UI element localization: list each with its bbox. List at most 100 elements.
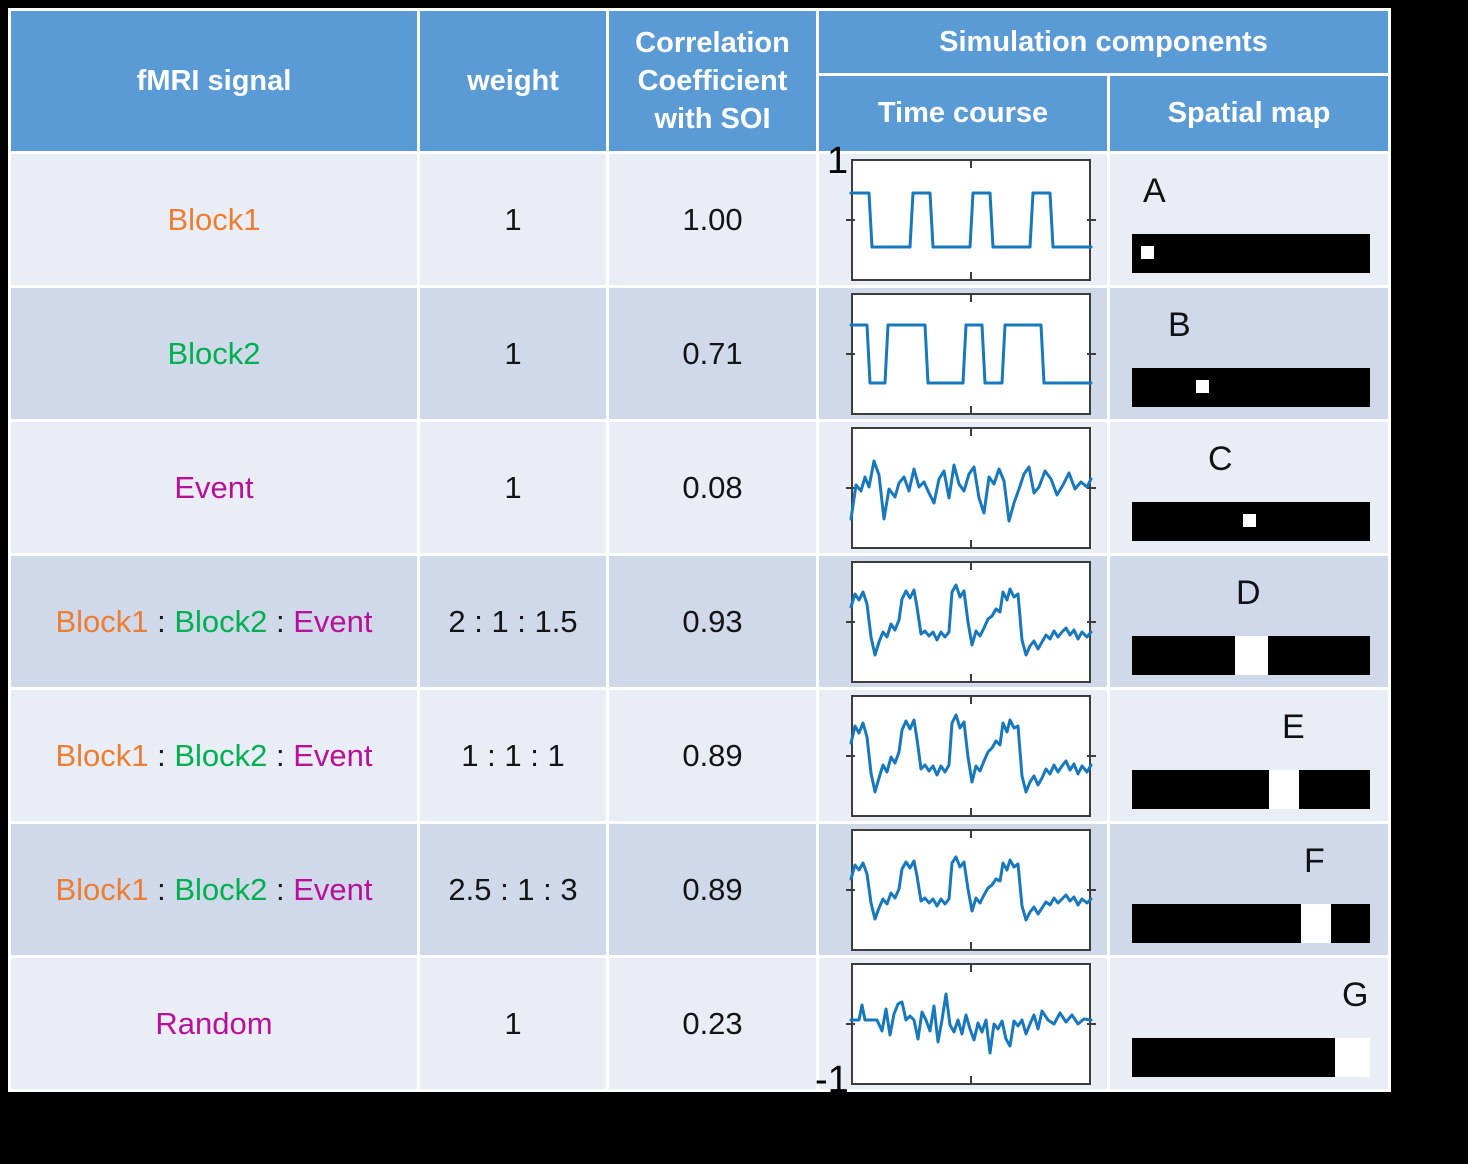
spatialmap-cell: G (1110, 958, 1388, 1089)
signal-label: Block1 (167, 202, 260, 238)
signal-part: Block2 (167, 335, 261, 371)
correlation-cell: 1.00 (609, 154, 816, 285)
timecourse-plot (846, 426, 1096, 549)
spatial-map-white-region (1335, 1038, 1370, 1077)
spatial-map-white-voxel (1141, 246, 1154, 259)
weight-cell: 1 : 1 : 1 (420, 690, 606, 821)
signal-label: Block1 : Block2 : Event (55, 604, 372, 640)
signal-part: Block1 (55, 737, 149, 773)
correlation-cell: 0.93 (609, 556, 816, 687)
spatialmap-cell: B (1110, 288, 1388, 419)
signal-separator: : (267, 737, 294, 773)
spatial-map-letter: C (1208, 440, 1233, 478)
signal-separator: : (267, 871, 294, 907)
correlation-value: 0.89 (682, 871, 743, 907)
timecourse-line (849, 459, 1093, 522)
correlation-value: 0.71 (682, 335, 743, 371)
header-fmri-signal: fMRI signal (11, 11, 417, 151)
weight-value: 1 (504, 1005, 522, 1041)
timecourse-cell (819, 422, 1107, 553)
timecourse-line (849, 713, 1093, 793)
header-spatial-map: Spatial map (1110, 76, 1388, 151)
spatial-map-letter: F (1304, 842, 1325, 880)
weight-value: 2.5 : 1 : 3 (448, 871, 578, 907)
spatialmap-cell: E (1110, 690, 1388, 821)
signal-separator: : (148, 871, 175, 907)
correlation-cell: 0.89 (609, 824, 816, 955)
spatial-map-letter: D (1236, 574, 1261, 612)
weight-value: 1 : 1 : 1 (461, 737, 565, 773)
spatial-map-letter: G (1342, 976, 1369, 1014)
timecourse-plot (846, 158, 1096, 281)
correlation-cell: 0.89 (609, 690, 816, 821)
spatialmap-cell: C (1110, 422, 1388, 553)
weight-cell: 2.5 : 1 : 3 (420, 824, 606, 955)
plot-frame (851, 828, 1091, 951)
timecourse-cell: 1 (819, 142, 1107, 285)
signal-part: Block1 (55, 871, 149, 907)
spatial-map-white-voxel (1243, 514, 1256, 527)
timecourse-cell (819, 824, 1107, 955)
timecourse-cell (819, 556, 1107, 687)
signal-label: Random (155, 1006, 272, 1042)
signal-part: Event (293, 603, 373, 639)
signal-part: Random (155, 1005, 273, 1041)
signal-label: Event (174, 470, 253, 506)
signal-cell: Block2 (11, 288, 417, 419)
signal-part: Block2 (174, 603, 268, 639)
signal-part: Block1 (55, 603, 149, 639)
figure-table: fMRI signal weight Correlation Coefficie… (8, 8, 1391, 1099)
timecourse-cell: -1 (815, 958, 1107, 1099)
signal-separator: : (267, 603, 294, 639)
correlation-cell: 0.08 (609, 422, 816, 553)
weight-cell: 1 (420, 154, 606, 285)
signal-label: Block2 (167, 336, 260, 372)
header-simulation-components: Simulation components (819, 11, 1388, 73)
timecourse-line (849, 855, 1093, 921)
correlation-value: 0.23 (682, 1005, 743, 1041)
header-weight: weight (420, 11, 606, 151)
timecourse-cell (819, 288, 1107, 419)
spatial-map-bar (1132, 502, 1370, 541)
correlation-cell: 0.71 (609, 288, 816, 419)
signal-cell: Block1 : Block2 : Event (11, 556, 417, 687)
weight-cell: 2 : 1 : 1.5 (420, 556, 606, 687)
timecourse-line (849, 191, 1093, 248)
correlation-value: 0.89 (682, 737, 743, 773)
spatial-map-white-region (1235, 636, 1268, 675)
weight-cell: 1 (420, 958, 606, 1089)
signal-cell: Block1 : Block2 : Event (11, 824, 417, 955)
signal-cell: Block1 (11, 154, 417, 285)
spatial-map-white-region (1301, 904, 1331, 943)
spatial-map-white-voxel (1196, 380, 1209, 393)
signal-part: Block2 (174, 871, 268, 907)
spatial-map-bar (1132, 636, 1370, 675)
spatial-map-letter: A (1143, 172, 1166, 210)
weight-value: 2 : 1 : 1.5 (448, 603, 578, 639)
timecourse-plot (846, 292, 1096, 415)
signal-part: Block1 (167, 201, 261, 237)
spatial-map-bar (1132, 904, 1370, 943)
yaxis-bottom-label: -1 (815, 1059, 849, 1101)
timecourse-line (849, 583, 1093, 656)
spatialmap-cell: A (1110, 154, 1388, 285)
signal-cell: Event (11, 422, 417, 553)
spatialmap-cell: D (1110, 556, 1388, 687)
timecourse-line (849, 323, 1093, 384)
signal-cell: Random (11, 958, 417, 1089)
spatial-map-bar (1132, 770, 1370, 809)
correlation-cell: 0.23 (609, 958, 816, 1089)
weight-value: 1 (504, 469, 522, 505)
yaxis-top-label: 1 (827, 140, 849, 182)
timecourse-plot (846, 962, 1096, 1085)
weight-value: 1 (504, 335, 522, 371)
signal-cell: Block1 : Block2 : Event (11, 690, 417, 821)
timecourse-plot (846, 828, 1096, 951)
correlation-value: 1.00 (682, 201, 743, 237)
spatial-map-white-region (1269, 770, 1299, 809)
correlation-value: 0.08 (682, 469, 743, 505)
spatial-map-bar (1132, 1038, 1370, 1077)
spatial-map-letter: B (1168, 306, 1191, 344)
signal-part: Event (293, 737, 373, 773)
timecourse-plot (846, 560, 1096, 683)
